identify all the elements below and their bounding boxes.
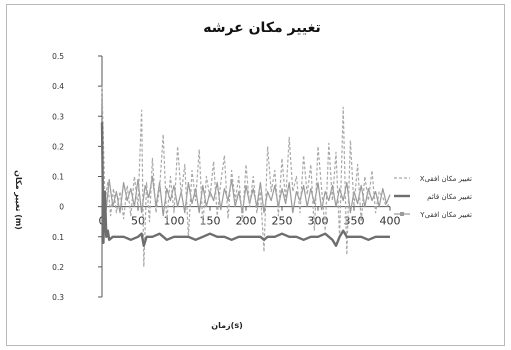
x-tick-label: 400 (380, 215, 401, 228)
chart-title: تغییر مکان عرشه (203, 20, 321, 36)
x-tick-label: 350 (344, 215, 365, 228)
y-tick-label: 0.2 (52, 142, 64, 151)
y-tick-label: 0.2 (52, 263, 64, 272)
x-axis-label: زمان(s) (211, 321, 242, 330)
y-tick-label: 0.3 (52, 112, 64, 121)
series-line-1 (101, 86, 391, 268)
plot-area: 0.50.40.30.20.100.10.20.30 50 100 150 200 250… (52, 52, 400, 302)
legend: Xتغییر مکان افقی تغییر مکان قائم Yتغییر مک… (394, 175, 472, 219)
y-tick-label: 0.4 (52, 82, 64, 91)
x-tick-label: 250 (272, 215, 293, 228)
x-tick-label: 200 (236, 215, 257, 228)
x-tick-label: 300 (308, 215, 329, 228)
legend-label-2: تغییر مکان قائم (427, 193, 472, 201)
legend-marker-icon (400, 212, 404, 216)
series-line-3 (101, 175, 391, 217)
x-tick-label: 150 (200, 215, 221, 228)
x-tick-label: 50 (131, 215, 145, 228)
legend-label-1: Xتغییر مکان افقی (420, 175, 472, 183)
y-tick-label: 0.1 (52, 173, 64, 182)
y-tick-label: 0 (59, 203, 64, 212)
y-tick-label: 0.1 (52, 233, 64, 242)
y-tick-label: 0.5 (52, 52, 64, 61)
x-tick-label: 100 (164, 215, 185, 228)
chart-frame (6, 4, 505, 346)
legend-label-3: Yتغییر مکان افقی (419, 211, 472, 219)
y-tick-label: 0.3 (52, 293, 64, 302)
y-axis-label: تغییر مکان (m) (14, 170, 23, 230)
series-line-2 (100, 122, 390, 248)
